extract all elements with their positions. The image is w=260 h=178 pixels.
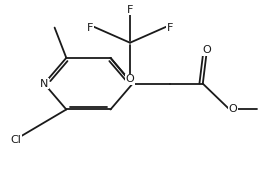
Text: Cl: Cl bbox=[10, 135, 21, 145]
Text: F: F bbox=[167, 23, 173, 33]
Text: O: O bbox=[228, 104, 237, 114]
Text: O: O bbox=[126, 74, 134, 84]
Text: O: O bbox=[202, 45, 211, 55]
Text: F: F bbox=[127, 5, 133, 15]
Text: N: N bbox=[40, 79, 48, 89]
Text: F: F bbox=[87, 23, 93, 33]
